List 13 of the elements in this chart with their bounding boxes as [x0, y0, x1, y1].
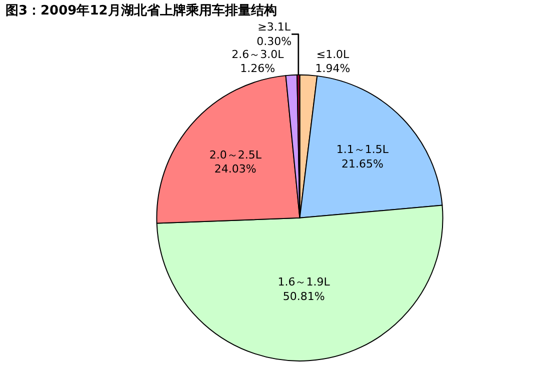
slice-label: ≥3.1L: [258, 20, 292, 34]
slice-label: 1.1～1.5L: [336, 143, 390, 156]
slice-label: 1.6～1.9L: [278, 276, 331, 289]
data-label: 50.81%: [282, 290, 325, 303]
data-label: 21.65%: [341, 158, 384, 171]
data-label: 24.03%: [214, 162, 256, 176]
data-label: 1.26%: [240, 62, 276, 76]
data-label: 0.30%: [256, 34, 292, 48]
slice-label: 2.6～3.0L: [232, 48, 285, 61]
data-label: 1.94%: [315, 62, 350, 76]
slice-label: 2.0～2.5L: [209, 148, 262, 162]
chart-title: 图3：2009年12月湖北省上牌乘用车排量结构: [5, 2, 277, 19]
slice-label: ≤1.0L: [316, 48, 350, 61]
